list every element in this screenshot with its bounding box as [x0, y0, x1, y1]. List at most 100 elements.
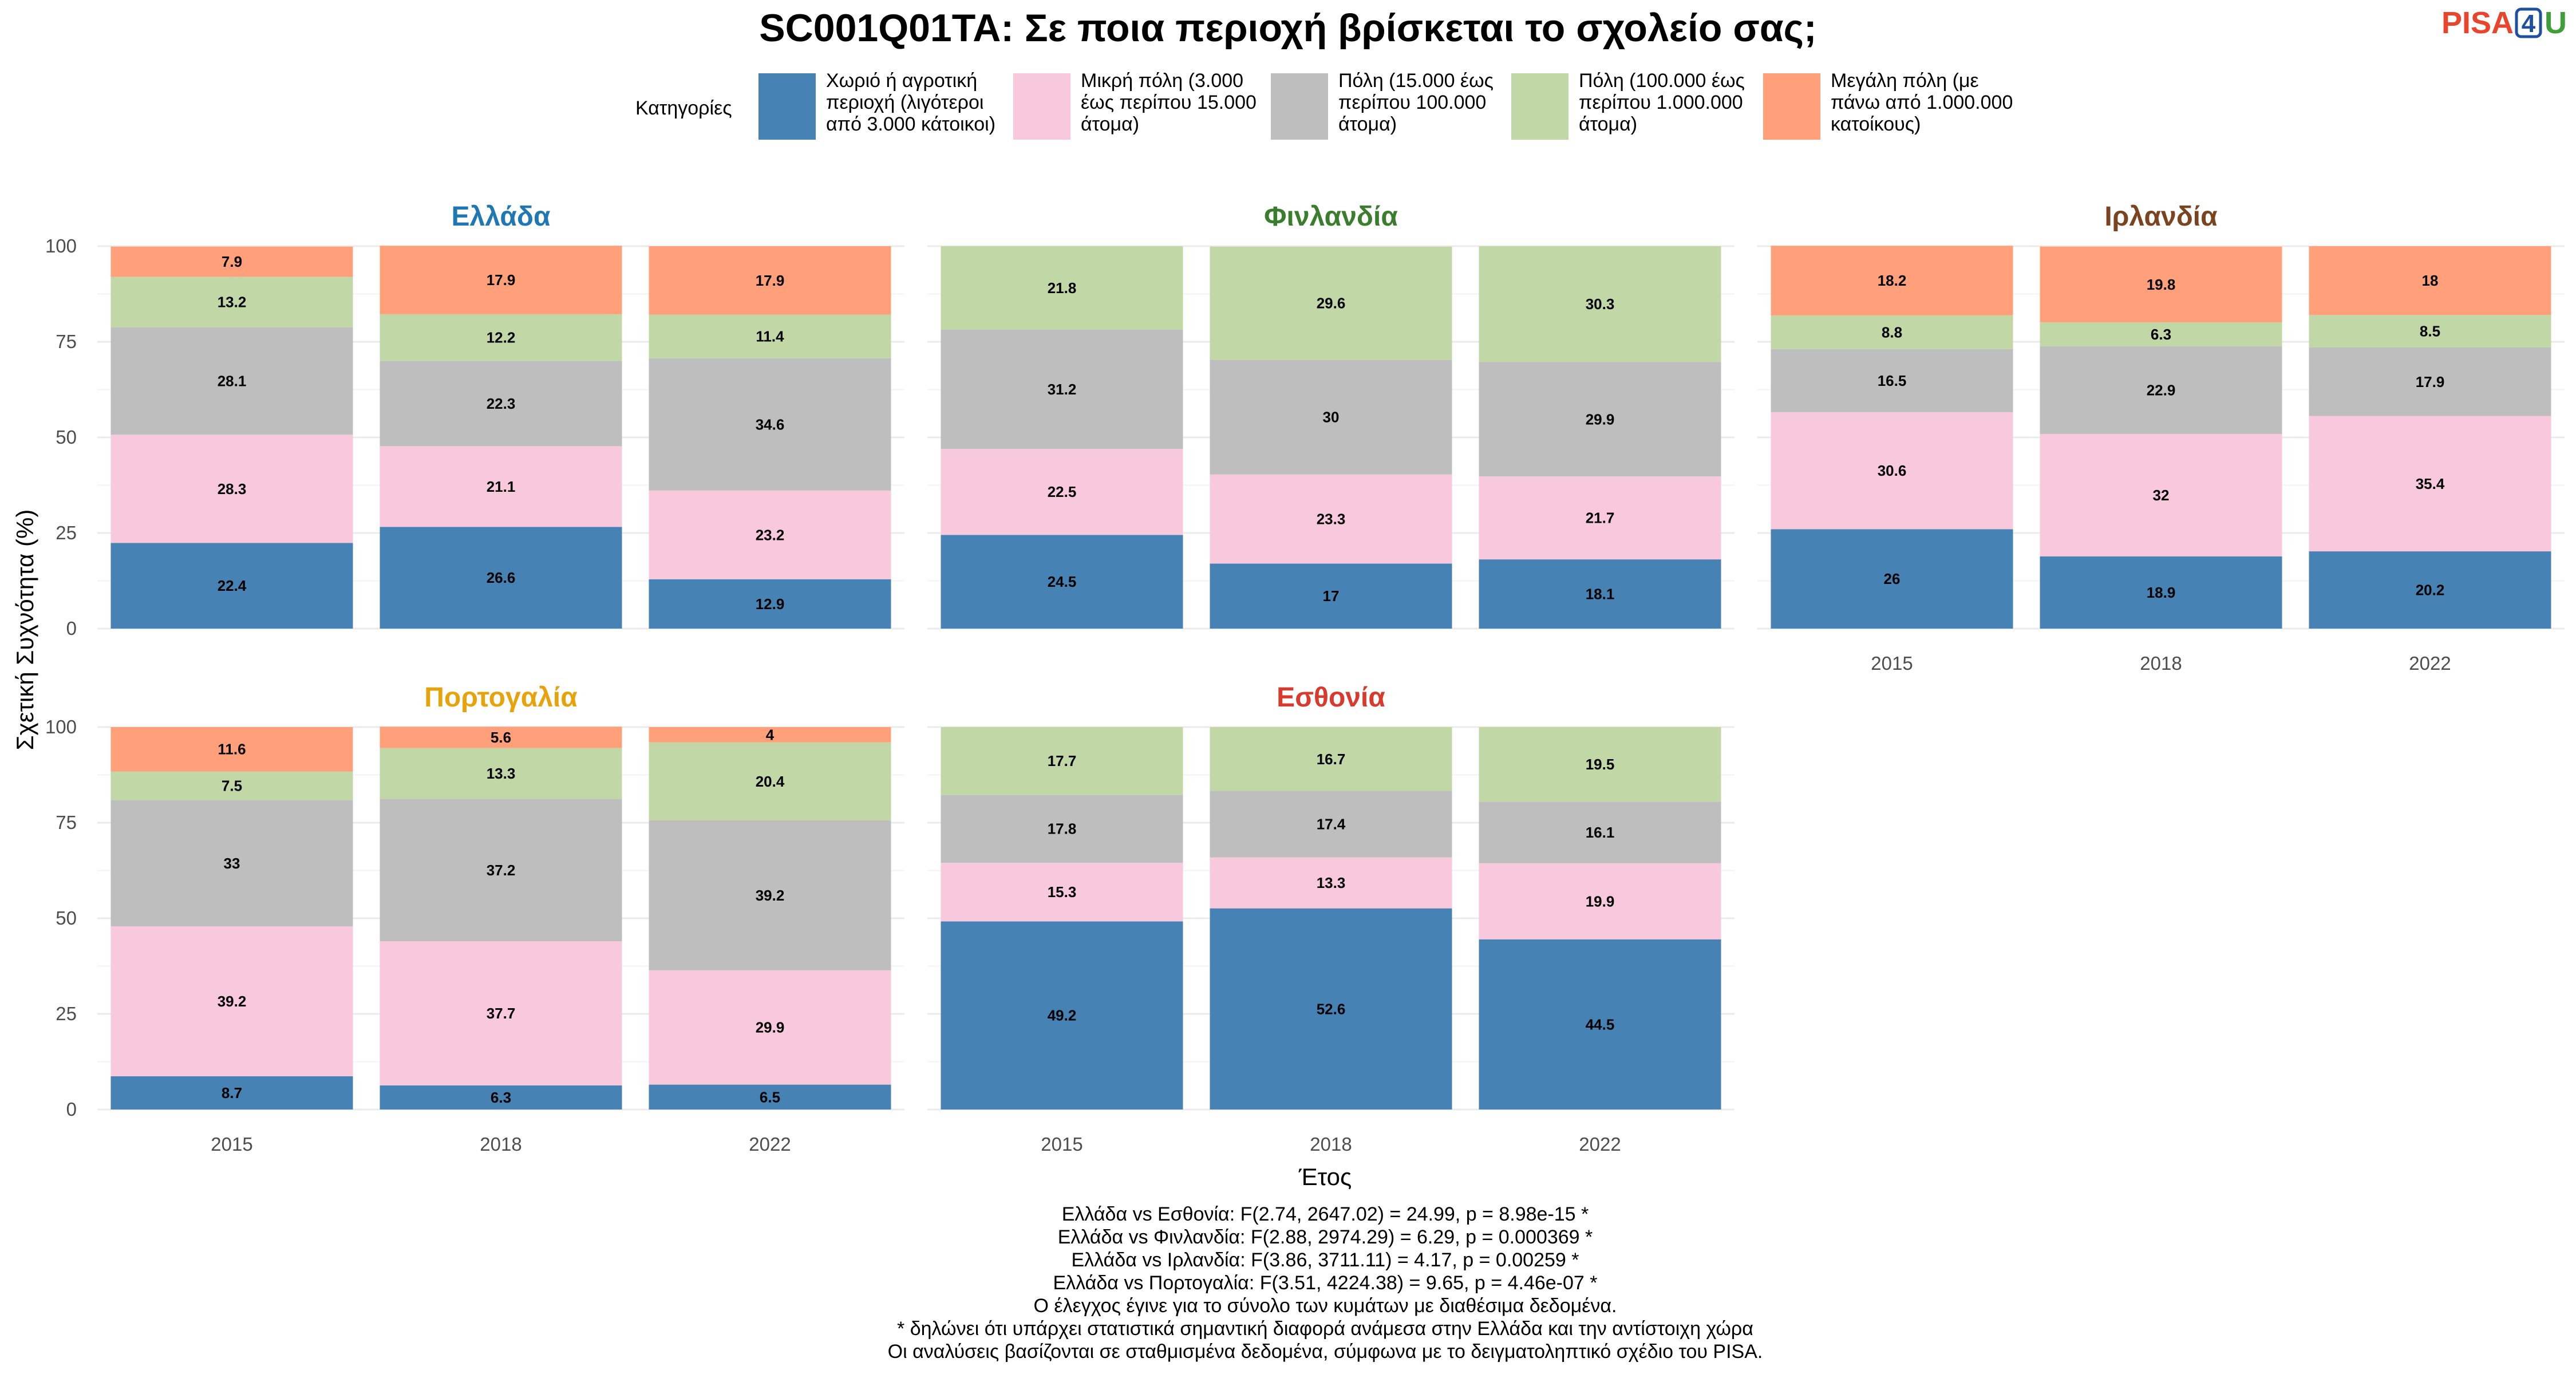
x-tick-label: 2018: [1310, 1134, 1352, 1155]
bar-segment: [110, 926, 353, 1076]
legend-label-5: Μεγάλη πόλη (με πάνω από 1.000.000 κατοίκο…: [1831, 70, 2013, 135]
bar-segment: [649, 742, 891, 820]
bar-value-label: 23.3: [1317, 511, 1346, 528]
bar-segment: [1210, 360, 1452, 475]
bar-segment: [1479, 476, 1721, 560]
bar-segment: [649, 490, 891, 579]
bar-value-label: 29.9: [1586, 410, 1615, 428]
facet-1: Ελλάδα 0 25 50 75 100 22.4 28.3 28.1 13.2 7.9 26.6 2…: [45, 202, 904, 639]
bar-segment: [1210, 727, 1452, 791]
bar-value-label: 16.5: [1878, 372, 1907, 389]
bar-value-label: 17.9: [2416, 373, 2445, 390]
x-tick-label: 2018: [480, 1134, 521, 1155]
y-axis-title: Σχετική Συχνότητα (%): [11, 510, 38, 751]
bar-value-label: 35.4: [2416, 475, 2445, 492]
y-tick-label: 100: [45, 716, 77, 737]
bar-value-label: 21.8: [1048, 279, 1077, 297]
bar-segment: [380, 361, 622, 447]
footnote-line: Ελλάδα vs Ιρλανδία: F(3.86, 3711.11) = 4…: [1072, 1249, 1579, 1271]
bar-segment: [1210, 563, 1452, 629]
x-tick-label: 2018: [2140, 653, 2182, 674]
bar-value-label: 26: [1884, 570, 1901, 587]
bar-segment: [1771, 529, 2013, 629]
bar-segment: [649, 358, 891, 491]
y-tick-label: 0: [66, 618, 77, 639]
bar-segment: [941, 727, 1183, 795]
logo-four-box: [2515, 7, 2542, 38]
bar-segment: [110, 800, 353, 927]
legend-label-line: Πόλη (100.000 έως: [1579, 70, 1745, 92]
bar-segment: [649, 727, 891, 743]
bar-value-label: 29.6: [1317, 295, 1346, 312]
legend-key-3: [1271, 73, 1328, 140]
bar-segment: [941, 863, 1183, 922]
bar-value-label: 20.2: [2416, 582, 2445, 599]
bar-value-label: 39.2: [218, 993, 247, 1010]
bar-segment: [941, 535, 1183, 629]
y-tick-label: 50: [56, 907, 77, 929]
chart-title: SC001Q01TA: Σε ποια περιοχή βρίσκεται το…: [759, 6, 1816, 50]
bar-segment: [1771, 246, 2013, 315]
legend-label-line: άτομα): [1081, 113, 1139, 135]
bar-segment: [1479, 863, 1721, 939]
legend-label-line: Χωριό ή αγροτική: [826, 70, 977, 92]
bar-value-label: 30.3: [1586, 295, 1615, 313]
bar-value-label: 18.9: [2147, 584, 2176, 601]
bar-segment: [380, 314, 622, 361]
bar-value-label: 6.5: [760, 1088, 780, 1105]
bar-segment: [2040, 433, 2282, 556]
bar-segment: [380, 748, 622, 799]
bar-segment: [1210, 908, 1452, 1110]
bar-value-label: 8.8: [1882, 323, 1902, 341]
bar-segment: [1771, 412, 2013, 530]
bar-segment: [110, 543, 353, 629]
bar-segment: [2040, 556, 2282, 629]
bar-value-label: 19.8: [2147, 276, 2176, 293]
bar-value-label: 17.9: [756, 272, 785, 289]
y-tick-label: 75: [56, 331, 77, 352]
bar-value-label: 44.5: [1586, 1016, 1615, 1033]
bar-segment: [1479, 939, 1721, 1110]
bar-value-label: 13.3: [1317, 874, 1346, 891]
bar-segment: [2040, 322, 2282, 347]
bar-value-label: 7.5: [222, 777, 242, 795]
bar-value-label: 21.7: [1586, 510, 1615, 527]
bar-value-label: 8.7: [222, 1084, 242, 1101]
facet-2: Φινλανδία 24.5 22.5 31.2 21.8 17 23.3 30 29.6 18.…: [927, 202, 1735, 630]
bar-value-label: 17: [1323, 587, 1340, 605]
bar-value-label: 11.4: [756, 328, 784, 345]
facet-title: Φινλανδία: [1264, 202, 1398, 232]
bar-segment: [1479, 559, 1721, 629]
bar-value-label: 28.3: [218, 480, 247, 498]
bar-value-label: 17.9: [487, 271, 516, 289]
logo-u-text: U: [2545, 6, 2567, 40]
bar-value-label: 17.4: [1317, 816, 1346, 833]
x-tick-label: 2022: [749, 1134, 791, 1155]
bar-value-label: 22.3: [487, 395, 516, 412]
legend-label-4: Πόλη (100.000 έως περίπου 1.000.000 άτομα): [1579, 70, 1745, 135]
legend-label-line: άτομα): [1579, 113, 1637, 135]
bar-value-label: 19.9: [1586, 893, 1615, 910]
legend-label-line: Πόλη (15.000 έως: [1338, 70, 1494, 92]
x-tick-label: 2015: [1041, 1134, 1082, 1155]
bar-value-label: 4: [766, 726, 775, 743]
bar-segment: [649, 579, 891, 629]
footnote-line: * δηλώνει ότι υπάρχει στατιστικά σημαντι…: [897, 1318, 1753, 1340]
bar-segment: [1210, 474, 1452, 564]
legend-label-line: άτομα): [1338, 113, 1397, 135]
bar-value-label: 30.6: [1878, 462, 1907, 479]
bar-segment: [1479, 246, 1721, 362]
bar-segment: [380, 246, 622, 314]
bar-value-label: 32: [2153, 487, 2170, 504]
y-tick-label: 25: [56, 1003, 77, 1024]
bar-value-label: 5.6: [491, 729, 511, 746]
bar-segment: [649, 1084, 891, 1110]
bar-value-label: 52.6: [1317, 1000, 1346, 1017]
legend-key-4: [1511, 73, 1568, 140]
bar-segment: [2040, 246, 2282, 322]
bar-value-label: 15.3: [1048, 883, 1077, 901]
y-tick-label: 100: [45, 235, 77, 256]
bar-value-label: 24.5: [1048, 573, 1077, 590]
facet-3: Ιρλανδία 26 30.6 16.5 8.8 18.2 2015 18.9 32 22.9 6…: [1757, 202, 2565, 674]
bar-value-label: 37.2: [487, 862, 516, 879]
